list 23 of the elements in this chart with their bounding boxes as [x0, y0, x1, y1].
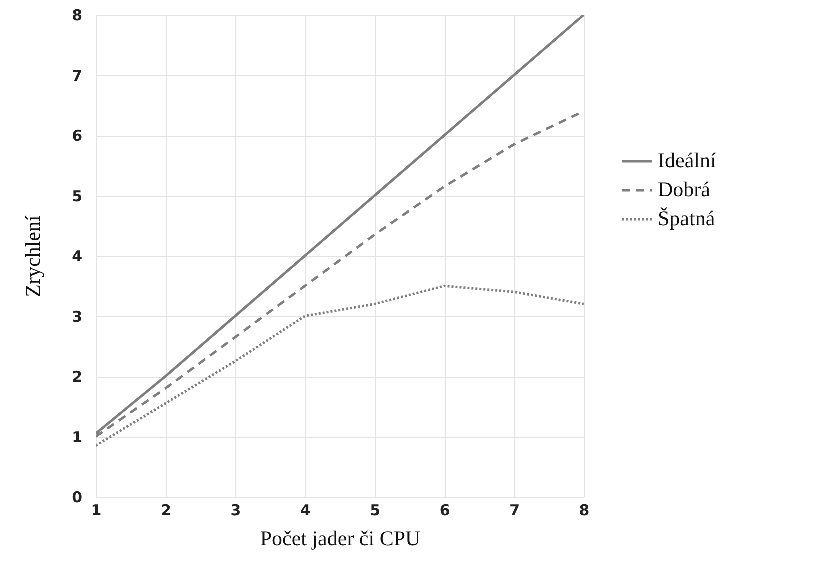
y-tick-label: 5 [72, 187, 82, 206]
y-tick-label: 0 [72, 488, 82, 506]
y-tick-label: 1 [72, 428, 82, 446]
y-tick-label: 3 [72, 308, 82, 326]
x-tick-label: 7 [510, 502, 520, 520]
line-series [96, 284, 584, 448]
x-tick-label: 4 [300, 502, 311, 520]
x-tick-label: 1 [91, 502, 102, 520]
x-tick-label: 2 [160, 502, 172, 520]
y-tick-label: 6 [72, 127, 82, 145]
y-axis-title: Zrychlení [21, 216, 46, 298]
legend-label: Dobrá [658, 178, 712, 202]
x-tick-label: 8 [579, 502, 590, 520]
legend-label: Špatná [658, 206, 716, 230]
y-tick-label: 4 [72, 248, 82, 266]
x-axis-title: Počet jader či CPU [260, 526, 421, 550]
y-tick-label: 2 [72, 368, 82, 386]
x-tick-label: 5 [370, 502, 381, 520]
y-tick-label: 7 [72, 66, 82, 85]
x-tick-label: 6 [440, 502, 450, 520]
y-tick-label: 8 [72, 6, 82, 24]
x-tick-label: 3 [230, 502, 242, 520]
legend-label: Ideální [658, 148, 716, 172]
